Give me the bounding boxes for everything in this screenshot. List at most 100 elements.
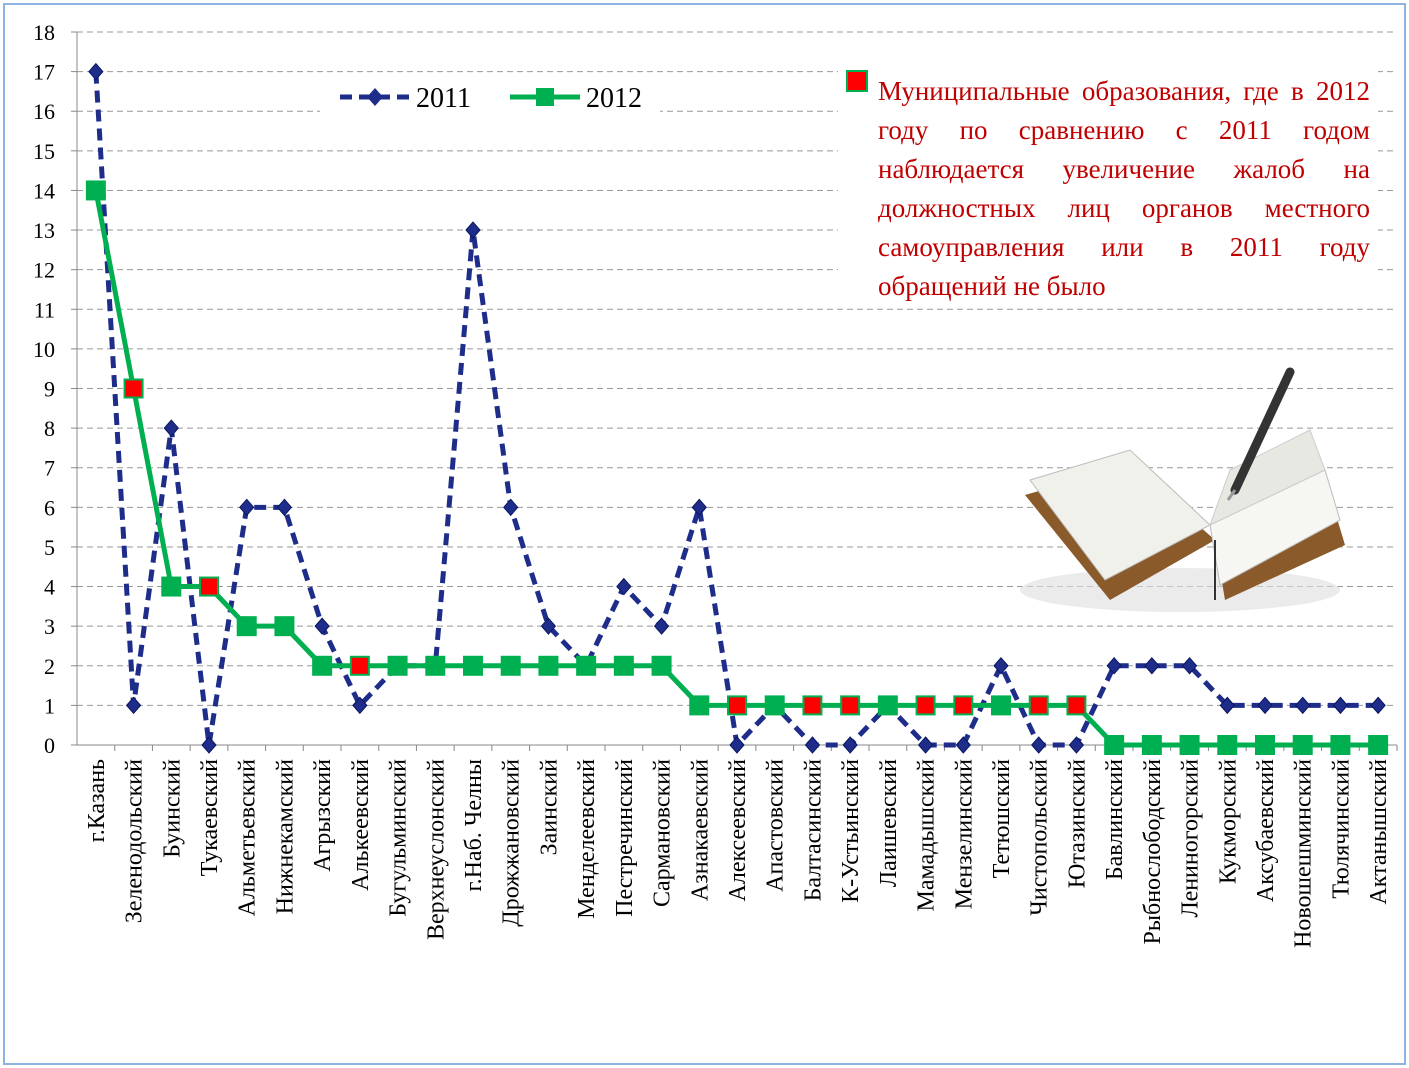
point bbox=[993, 657, 1009, 675]
point bbox=[840, 695, 861, 716]
point bbox=[1031, 736, 1047, 754]
point bbox=[88, 62, 104, 81]
x-tick-label: Агрызский bbox=[310, 759, 336, 872]
y-tick-label: 15 bbox=[33, 139, 55, 164]
y-tick-label: 13 bbox=[33, 218, 55, 243]
point bbox=[804, 736, 821, 754]
y-tick-label: 2 bbox=[44, 654, 55, 679]
point bbox=[312, 655, 333, 676]
x-tick-label: Бугульминский bbox=[386, 759, 412, 917]
x-tick-label: Ютазинский bbox=[1064, 759, 1090, 888]
point bbox=[425, 655, 446, 676]
y-tick-label: 14 bbox=[33, 178, 55, 203]
point bbox=[727, 695, 747, 716]
x-tick-label: Лаишевский bbox=[876, 759, 902, 887]
point bbox=[274, 616, 295, 637]
point bbox=[201, 736, 217, 754]
y-tick-label: 0 bbox=[44, 733, 55, 758]
point bbox=[1330, 735, 1351, 755]
point bbox=[877, 695, 898, 716]
point bbox=[955, 736, 971, 754]
point bbox=[387, 655, 408, 676]
x-tick-label: Менделеевский bbox=[574, 759, 600, 919]
x-tick-label: Алексеевский bbox=[725, 759, 751, 902]
point bbox=[729, 736, 745, 754]
point bbox=[503, 498, 519, 517]
x-tick-label: Аксубаевский bbox=[1253, 759, 1279, 902]
point bbox=[465, 221, 481, 239]
legend-marker bbox=[536, 88, 554, 106]
point bbox=[576, 655, 597, 676]
point bbox=[236, 616, 257, 637]
x-tick-label: Алькеевский bbox=[348, 759, 374, 891]
x-tick-label: Азнакаевский bbox=[687, 759, 713, 901]
point bbox=[1068, 736, 1085, 754]
point bbox=[239, 498, 255, 517]
point bbox=[842, 736, 858, 754]
x-tick-label: Мамадышский bbox=[914, 759, 940, 912]
x-tick-label: Тюлячинский bbox=[1328, 759, 1354, 899]
x-tick-label: Верхнеуслонский bbox=[423, 759, 449, 940]
x-tick-label: Актанышский bbox=[1366, 759, 1392, 905]
point bbox=[463, 655, 483, 676]
y-tick-label: 9 bbox=[44, 377, 55, 402]
point bbox=[1179, 735, 1200, 755]
point bbox=[991, 695, 1011, 716]
point bbox=[953, 695, 974, 716]
point bbox=[540, 617, 557, 635]
point bbox=[1255, 735, 1275, 755]
x-tick-label: Тукаевский bbox=[197, 759, 223, 876]
legend-marker bbox=[367, 88, 383, 106]
point bbox=[500, 655, 521, 676]
point bbox=[1292, 735, 1313, 755]
y-tick-label: 18 bbox=[33, 20, 55, 45]
legend-label: 2011 bbox=[416, 83, 471, 114]
point bbox=[653, 617, 670, 635]
x-tick-label: К-Устьинский bbox=[838, 759, 864, 903]
legend-label: 2012 bbox=[586, 83, 642, 114]
y-tick-label: 3 bbox=[44, 614, 55, 639]
x-tick-label: Рыбнослободский bbox=[1140, 759, 1166, 945]
point bbox=[616, 577, 632, 596]
point bbox=[1144, 657, 1160, 675]
x-tick-label: Апастовский bbox=[763, 759, 789, 892]
y-tick-label: 1 bbox=[44, 693, 55, 718]
y-tick-label: 17 bbox=[33, 60, 55, 85]
point bbox=[1295, 696, 1311, 715]
point bbox=[352, 696, 368, 715]
x-tick-label: Зеленодольский bbox=[122, 759, 148, 923]
y-tick-label: 5 bbox=[44, 535, 55, 560]
x-tick-label: Заинский bbox=[536, 759, 562, 856]
point bbox=[1219, 696, 1235, 715]
point bbox=[1332, 696, 1349, 715]
point bbox=[538, 655, 559, 676]
point bbox=[161, 576, 182, 597]
y-tick-label: 7 bbox=[44, 456, 55, 481]
point bbox=[1370, 696, 1386, 715]
point bbox=[163, 419, 179, 437]
point bbox=[276, 498, 293, 517]
point bbox=[764, 695, 785, 716]
y-tick-label: 11 bbox=[34, 297, 55, 322]
x-tick-label: Нижнекамский bbox=[272, 759, 298, 915]
point bbox=[802, 695, 823, 716]
x-tick-label: Чистопольский bbox=[1027, 759, 1053, 916]
x-tick-label: г.Казань bbox=[84, 759, 110, 842]
y-tick-label: 4 bbox=[44, 575, 55, 600]
x-tick-label: Пестречинский bbox=[612, 759, 638, 917]
book-picture bbox=[1020, 367, 1345, 612]
x-tick-label: Новошешминский bbox=[1291, 759, 1317, 948]
point bbox=[125, 696, 142, 715]
x-tick-label: г.Наб. Челны bbox=[461, 759, 487, 892]
x-tick-label: Бавлинский bbox=[1102, 759, 1128, 880]
point bbox=[651, 655, 672, 676]
point bbox=[917, 736, 934, 754]
y-tick-label: 12 bbox=[33, 258, 55, 283]
x-tick-label: Лениногорский bbox=[1178, 759, 1204, 918]
point bbox=[123, 378, 144, 399]
x-tick-label: Сармановский bbox=[650, 759, 676, 907]
point bbox=[1217, 735, 1238, 755]
point bbox=[691, 498, 707, 517]
annotation-bg bbox=[838, 66, 1378, 291]
